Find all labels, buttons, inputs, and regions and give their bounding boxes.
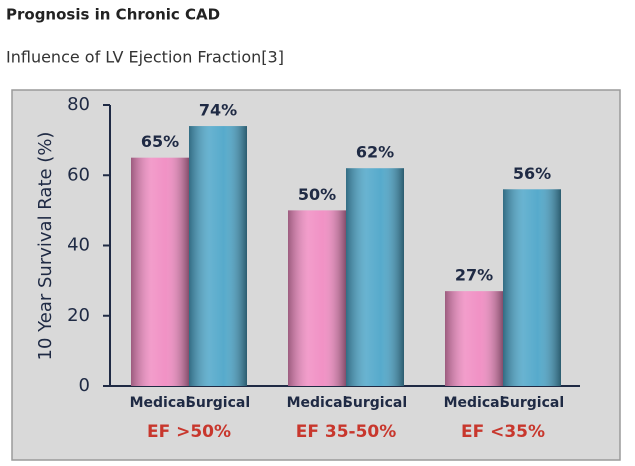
x-tick-label: EF <35% [461,422,545,442]
y-tick-label: 60 [67,164,90,185]
y-tick-label: 80 [67,94,90,115]
series-label: Surgical [500,395,564,411]
value-label: 27% [455,266,493,285]
page-subtitle: Influence of LV Ejection Fraction[3] [6,48,284,67]
series-label: Medical [287,395,348,411]
bar-shading [189,126,247,386]
value-label: 56% [513,164,551,183]
x-tick-label: EF >50% [147,422,231,442]
y-tick-label: 20 [67,305,90,326]
x-tick-label: EF 35-50% [296,422,397,442]
bar-shading [131,157,189,386]
bar-shading [288,210,346,386]
bar-shading [346,168,404,386]
series-label: Medical [444,395,505,411]
series-label: Surgical [343,395,407,411]
value-label: 62% [356,143,394,162]
page-title: Prognosis in Chronic CAD [6,6,220,24]
y-tick-label: 40 [67,235,90,256]
chart: 0 20 40 60 80 10 Year Survival Rate (%) 65% Med… [35,94,580,442]
bar-shading [503,189,561,386]
series-label: Medical [130,395,191,411]
y-axis-label: 10 Year Survival Rate (%) [35,132,56,361]
value-label: 65% [141,132,179,151]
value-label: 50% [298,185,336,204]
value-label: 74% [199,101,237,120]
y-tick-label: 0 [79,375,90,396]
bar-shading [445,291,503,386]
series-label: Surgical [186,395,250,411]
